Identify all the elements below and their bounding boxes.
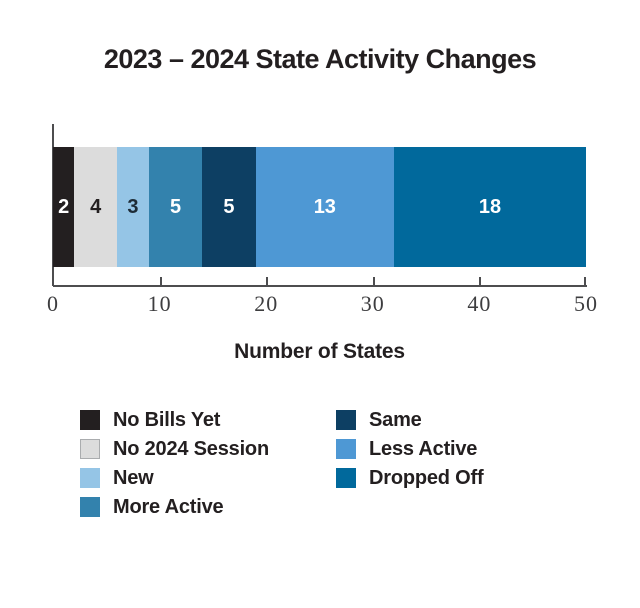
legend-column-2: Same Less Active Dropped Off [336,409,484,496]
legend-swatch-new [80,468,100,488]
chart-title: 2023 – 2024 State Activity Changes [103,44,537,74]
legend-item-new: New [80,467,269,489]
bar-segment-new: 3 [116,147,149,267]
legend-item-no-2024-session: No 2024 Session [80,438,269,460]
legend-swatch-less-active [336,439,356,459]
x-tick-label-20: 20 [254,291,279,316]
legend-swatch-same [336,410,356,430]
legend-label-dropped-off: Dropped Off [369,466,484,489]
bar-segment-less-active: 13 [255,147,395,267]
x-tick-20 [266,277,269,285]
legend-label-no-2024-session: No 2024 Session [113,437,269,460]
legend-item-same: Same [336,409,483,431]
bar-segment-same: 5 [202,147,256,267]
x-tick-label-50: 50 [574,291,598,316]
legend-item-less-active: Less Active [336,438,483,460]
legend-swatch-no-bills-yet [80,410,100,430]
legend-label-same: Same [369,408,422,431]
legend-label-no-bills-yet: No Bills Yet [113,408,221,431]
bar-segment-more-active: 5 [148,147,203,267]
legend-swatch-dropped-off [336,468,356,488]
bar-segment-no-2024-session: 4 [74,147,117,267]
stacked-bar: 2 4 3 5 5 13 18 [53,147,586,267]
legend-column-1: No Bills Yet No 2024 Session New More Activ… [80,409,269,525]
legend-label-less-active: Less Active [369,437,478,460]
x-tick-label-10: 10 [147,291,172,316]
x-tick-10 [159,277,162,285]
bar-segment-dropped-off: 18 [394,147,586,267]
legend-label-more-active: More Active [113,495,224,518]
x-tick-label-0: 0 [47,291,59,316]
legend-swatch-more-active [80,497,100,517]
x-axis-title: Number of States [234,340,405,363]
x-tick-label-40: 40 [467,291,492,316]
legend-label-new: New [113,466,154,489]
x-axis-line [53,285,587,287]
bar-segment-no-bills-yet: 2 [53,147,75,267]
legend-item-more-active: More Active [80,496,269,518]
x-tick-40 [479,277,482,285]
legend-swatch-no-2024-session [80,439,100,459]
x-tick-30 [372,277,375,285]
x-tick-label-30: 30 [360,291,385,316]
x-tick-50 [584,277,586,285]
legend-item-no-bills-yet: No Bills Yet [80,409,269,431]
legend-item-dropped-off: Dropped Off [336,466,484,489]
